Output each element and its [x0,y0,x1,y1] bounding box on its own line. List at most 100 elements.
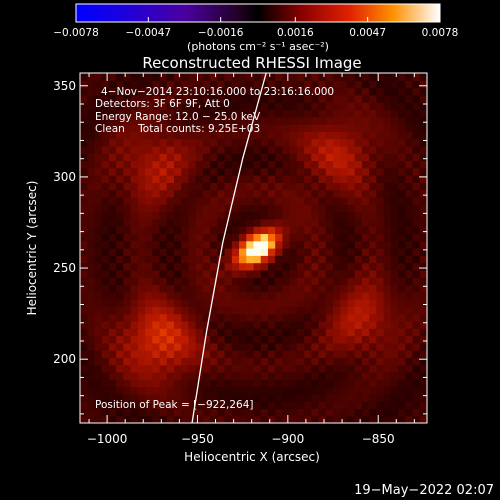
heatmap-cell [304,335,312,344]
heatmap-cell [159,299,168,307]
heatmap-cell [405,342,414,351]
heatmap-cell [217,393,226,402]
heatmap-cell [267,357,276,366]
heatmap-cell [246,233,255,242]
heatmap-cell [340,415,349,423]
heatmap-cell [253,87,262,96]
heatmap-cell [108,306,117,315]
heatmap-cell [383,379,392,388]
heatmap-cell [253,342,262,351]
heatmap-cell [296,393,305,402]
heatmap-cell [202,357,211,366]
heatmap-cell [246,277,255,286]
heatmap-cell [94,277,103,286]
heatmap-cell [195,255,204,264]
heatmap-cell [296,379,305,388]
heatmap-cell [282,160,291,169]
heatmap-cell [231,131,240,140]
heatmap-cell [217,342,226,351]
heatmap-cell [195,342,204,351]
heatmap-cell [419,109,427,118]
heatmap-cell [152,255,161,264]
heatmap-cell [304,80,312,89]
heatmap-cell [325,189,334,198]
heatmap-cell [195,182,204,191]
heatmap-cell [188,116,197,125]
heatmap-cell [289,218,298,227]
heatmap-cell [354,291,363,300]
heatmap-cell [130,291,139,300]
heatmap-cell [253,80,262,89]
heatmap-cell [282,379,291,388]
heatmap-cell [361,175,370,183]
heatmap-cell [369,299,377,307]
heatmap-cell [145,386,153,395]
heatmap-cell [318,145,327,154]
heatmap-cell [398,393,406,402]
heatmap-cell [419,218,427,227]
heatmap-cell [304,189,312,198]
heatmap-cell [239,80,247,89]
heatmap-cell [130,393,139,402]
heatmap-cell [390,196,399,205]
heatmap-cell [289,102,298,111]
heatmap-cell [289,320,298,329]
heatmap-cell [116,393,124,402]
heatmap-cell [239,73,247,81]
heatmap-cell [159,342,168,351]
heatmap-cell [289,196,298,205]
heatmap-cell [159,401,168,410]
heatmap-cell [239,284,247,293]
colorbar-ticks: −0.0078 −0.0047 −0.0016 0.0016 0.0047 0.0078 [53,17,458,39]
heatmap-cell [333,124,341,132]
heatmap-cell [123,167,132,176]
heatmap-cell [145,145,153,154]
heatmap-cell [405,277,414,286]
heatmap-cell [145,80,153,89]
heatmap-cell [217,277,226,286]
heatmap-cell [116,153,124,162]
heatmap-cell [181,401,190,410]
heatmap-cell [282,386,291,395]
heatmap-cell [188,94,197,103]
heatmap-cell [318,175,327,183]
heatmap-cell [217,371,226,380]
y-tick-label: 300 [53,170,76,184]
heatmap-cell [108,386,117,395]
heatmap-cell [116,73,124,81]
heatmap-cell [260,116,269,125]
heatmap-cell [239,116,247,125]
heatmap-cell [390,269,399,278]
heatmap-cell [253,131,262,140]
heatmap-cell [130,277,139,286]
heatmap-cell [166,335,175,344]
heatmap-cell [311,284,320,293]
heatmap-cell [116,371,124,380]
heatmap-cell [340,350,349,358]
heatmap-cell [130,364,139,373]
heatmap-cell [354,277,363,286]
heatmap-cell [116,226,124,235]
heatmap-cell [311,102,320,111]
heatmap-cell [217,379,226,388]
heatmap-cell [267,80,276,89]
heatmap-cell [181,240,190,249]
heatmap-cell [166,364,175,373]
heatmap-cell [166,379,175,388]
heatmap-cell [195,233,204,242]
heatmap-cell [116,87,124,96]
heatmap-cell [152,160,161,169]
heatmap-cell [166,306,175,315]
heatmap-cell [231,262,240,271]
heatmap-cell [253,160,262,169]
heatmap-cell [145,306,153,315]
heatmap-cell [383,204,392,213]
heatmap-cell [383,131,392,140]
heatmap-cell [333,167,341,176]
heatmap-cell [202,364,211,373]
heatmap-cell [246,328,255,337]
heatmap-cell [123,211,132,220]
heatmap-cell [267,175,276,183]
heatmap-cell [354,386,363,395]
heatmap-cell [152,87,161,96]
